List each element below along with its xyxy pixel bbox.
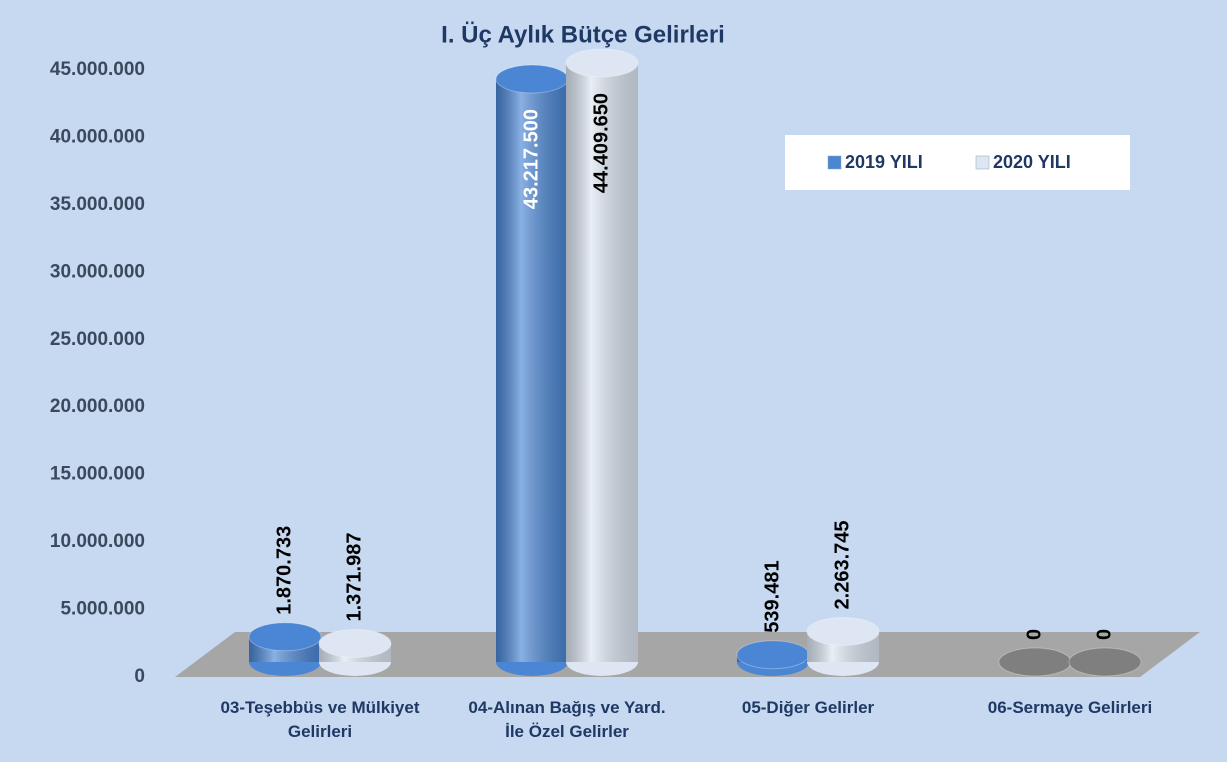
value-label: 0	[1023, 629, 1045, 640]
cylinder-shade	[496, 79, 568, 662]
cylinder-top	[248, 622, 322, 652]
x-tick-label: 03-Teşebbüs ve Mülkiyet Gelirleri	[220, 698, 420, 741]
value-label: 44.409.650	[590, 93, 612, 193]
x-tick-label: 05-Diğer Gelirler	[741, 698, 875, 717]
cylinder	[495, 64, 569, 676]
cylinder	[998, 647, 1072, 677]
y-tick-label: 15.000.000	[50, 464, 145, 485]
y-tick-label: 20.000.000	[50, 396, 145, 417]
value-label: 539.481	[761, 560, 783, 632]
cylinder-top	[806, 616, 880, 646]
cylinder-top	[998, 647, 1072, 677]
value-label: 0	[1093, 629, 1115, 640]
y-tick-label: 45.000.000	[50, 59, 145, 80]
cylinder	[565, 48, 639, 676]
x-tick-label: 04-Alınan Bağış ve Yard. İle Özel Gelirl…	[468, 698, 666, 741]
cylinder-top	[318, 628, 392, 658]
legend	[785, 135, 1130, 190]
cylinder-top	[565, 48, 639, 78]
cylinder-top	[736, 640, 810, 670]
y-tick-label: 30.000.000	[50, 261, 145, 282]
legend-label: 2020 YILI	[993, 152, 1071, 172]
cylinder-top	[495, 64, 569, 94]
cylinder-shade	[566, 62, 638, 663]
legend-label: 2019 YILI	[845, 152, 923, 172]
chart-title: I. Üç Aylık Bütçe Gelirleri	[441, 21, 725, 48]
y-tick-label: 40.000.000	[50, 126, 145, 147]
cylinder	[248, 622, 322, 676]
value-label: 43.217.500	[520, 109, 542, 209]
value-label: 2.263.745	[831, 520, 853, 609]
legend-swatch	[975, 155, 990, 170]
cylinder	[318, 628, 392, 676]
y-tick-label: 5.000.000	[60, 599, 145, 620]
cylinder-top	[1068, 647, 1142, 677]
y-tick-label: 25.000.000	[50, 329, 145, 350]
cylinder	[1068, 647, 1142, 677]
y-tick-label: 35.000.000	[50, 194, 145, 215]
cylinder	[736, 640, 810, 676]
value-label: 1.870.733	[273, 526, 295, 615]
y-tick-label: 0	[134, 666, 145, 687]
floor	[175, 632, 1200, 677]
cylinder	[806, 616, 880, 676]
x-tick-label: 06-Sermaye Gelirleri	[987, 698, 1153, 717]
legend-swatch	[827, 155, 842, 170]
value-label: 1.371.987	[343, 533, 365, 622]
y-tick-label: 10.000.000	[50, 531, 145, 552]
